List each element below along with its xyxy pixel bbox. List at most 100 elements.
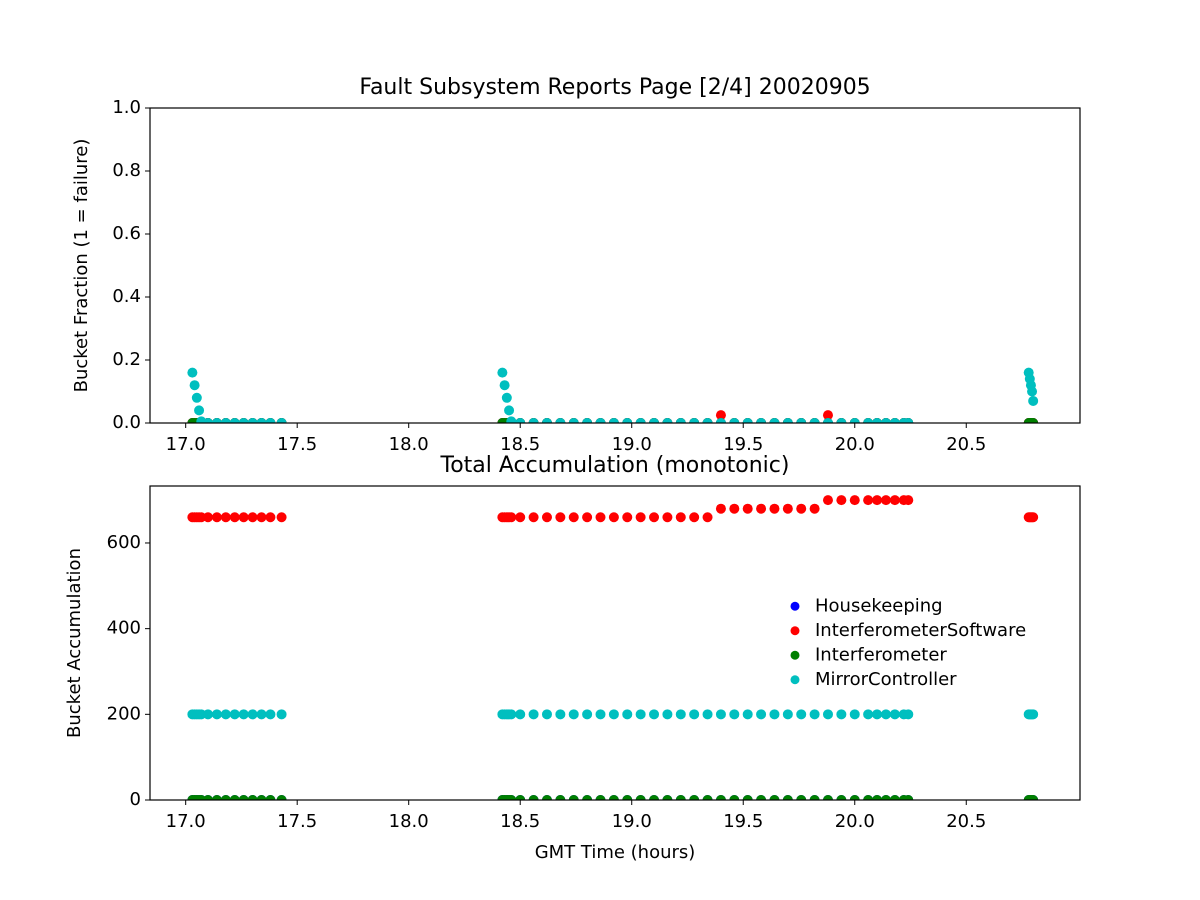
point xyxy=(715,795,726,800)
axes-frame xyxy=(149,107,1081,424)
point xyxy=(622,512,633,523)
point xyxy=(756,795,767,800)
point xyxy=(528,418,539,423)
point xyxy=(872,418,883,423)
point xyxy=(1028,795,1039,800)
point xyxy=(756,503,767,514)
point xyxy=(756,418,767,423)
point xyxy=(499,380,510,391)
point xyxy=(247,512,258,523)
point xyxy=(229,709,240,720)
legend-marker xyxy=(790,601,800,611)
point xyxy=(608,418,619,423)
point xyxy=(265,709,276,720)
point xyxy=(796,418,807,423)
point xyxy=(822,795,833,800)
point xyxy=(501,392,512,403)
point xyxy=(568,709,579,720)
x-tick-label: 20.5 xyxy=(946,811,986,832)
chart-title: Fault Subsystem Reports Page [2/4] 20020… xyxy=(359,75,870,100)
point xyxy=(880,495,891,506)
point xyxy=(903,795,914,800)
point xyxy=(211,709,222,720)
y-tick-label: 600 xyxy=(107,532,141,553)
point xyxy=(903,709,914,720)
x-tick-label: 19.0 xyxy=(612,811,652,832)
point xyxy=(702,709,713,720)
point xyxy=(742,503,753,514)
legend-label: MirrorController xyxy=(815,669,957,690)
point xyxy=(662,512,673,523)
point xyxy=(782,503,793,514)
point xyxy=(863,495,874,506)
point xyxy=(872,495,883,506)
point xyxy=(211,418,222,423)
point xyxy=(528,512,539,523)
point xyxy=(769,503,780,514)
point xyxy=(742,418,753,423)
point xyxy=(220,512,231,523)
point xyxy=(1028,512,1039,523)
point xyxy=(880,795,891,800)
point xyxy=(506,512,517,523)
point xyxy=(595,418,606,423)
point xyxy=(515,512,526,523)
point xyxy=(595,512,606,523)
point xyxy=(582,709,593,720)
point xyxy=(649,709,660,720)
point xyxy=(863,795,874,800)
point xyxy=(515,709,526,720)
point xyxy=(809,795,820,800)
x-tick-label: 17.0 xyxy=(166,434,206,455)
point xyxy=(903,418,914,423)
point xyxy=(836,418,847,423)
point xyxy=(202,512,213,523)
x-axis-label: GMT Time (hours) xyxy=(535,842,696,863)
point xyxy=(541,709,552,720)
legend-label: Interferometer xyxy=(815,644,947,665)
point xyxy=(729,418,740,423)
point xyxy=(729,503,740,514)
point xyxy=(769,418,780,423)
point xyxy=(889,495,900,506)
point xyxy=(541,418,552,423)
x-tick-label: 20.0 xyxy=(835,434,875,455)
point xyxy=(608,512,619,523)
point xyxy=(1028,395,1039,406)
point xyxy=(769,795,780,800)
point xyxy=(675,795,686,800)
point xyxy=(863,418,874,423)
point xyxy=(582,795,593,800)
y-tick-label: 0.6 xyxy=(112,223,141,244)
point xyxy=(715,410,726,421)
point xyxy=(872,795,883,800)
point xyxy=(202,709,213,720)
legend-label: Housekeeping xyxy=(815,595,943,616)
point xyxy=(836,709,847,720)
point xyxy=(247,418,258,423)
point xyxy=(649,418,660,423)
y-tick-label: 0.0 xyxy=(112,412,141,433)
axes-frame xyxy=(149,485,1081,801)
point xyxy=(211,795,222,800)
point xyxy=(506,416,517,423)
point xyxy=(256,418,267,423)
point xyxy=(497,367,508,378)
point xyxy=(715,418,726,423)
legend-label: InterferometerSoftware xyxy=(815,620,1026,641)
point xyxy=(256,709,267,720)
legend-marker xyxy=(790,650,800,660)
point xyxy=(809,418,820,423)
point xyxy=(555,709,566,720)
point xyxy=(849,795,860,800)
y-tick-label: 400 xyxy=(107,618,141,639)
point xyxy=(582,512,593,523)
point xyxy=(229,418,240,423)
point xyxy=(229,795,240,800)
point xyxy=(582,418,593,423)
point xyxy=(822,709,833,720)
point xyxy=(675,709,686,720)
point xyxy=(702,795,713,800)
